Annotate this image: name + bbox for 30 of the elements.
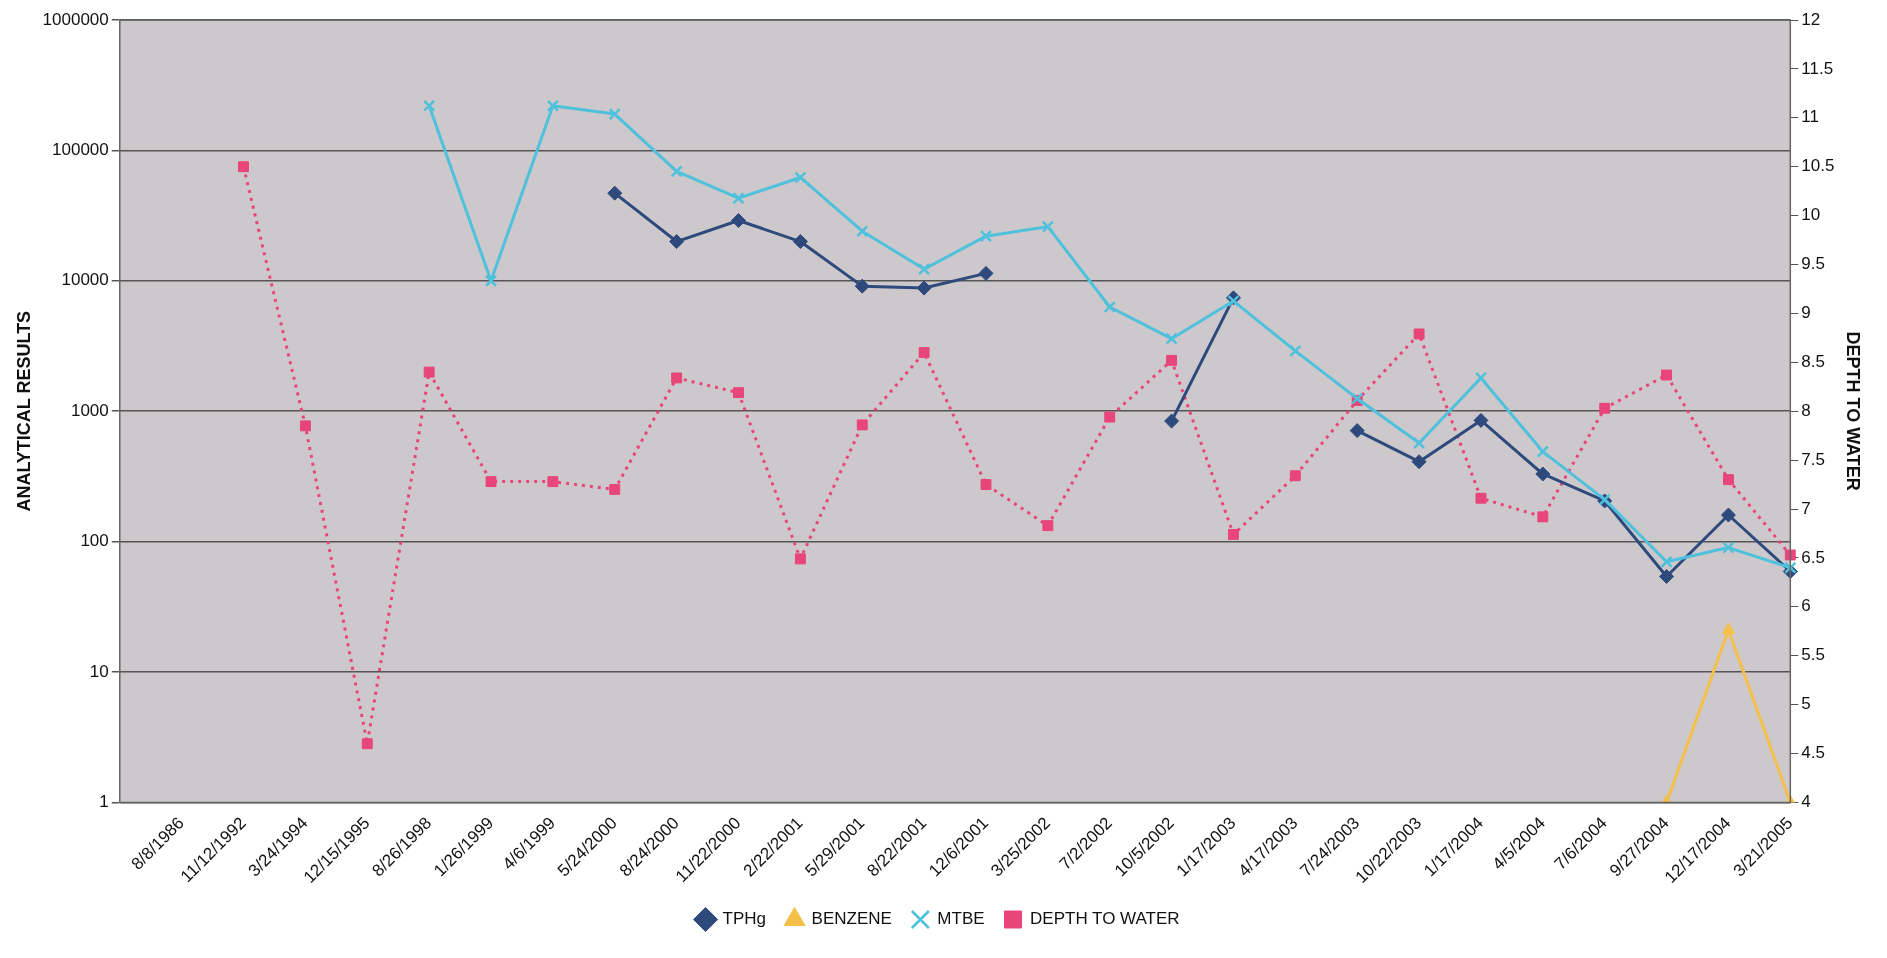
- legend-label: TPHg: [722, 909, 767, 929]
- y-tick-label: 100000: [52, 140, 109, 160]
- y2-tick-label: 11.5: [1801, 58, 1834, 78]
- y2-tick-label: 4: [1801, 792, 1811, 812]
- y2-tick-label: 12: [1801, 9, 1821, 29]
- y-tick-label: 1: [99, 792, 109, 812]
- y2-tick-label: 7: [1801, 498, 1811, 518]
- y-tick-label: 1000: [70, 400, 109, 420]
- y2-tick-label: 5: [1801, 694, 1811, 714]
- y2-tick-label: 6: [1801, 596, 1811, 616]
- y-tick-label: 1000000: [42, 9, 109, 29]
- legend-label: MTBE: [937, 909, 985, 929]
- legend-label: DEPTH TO WATER: [1030, 909, 1180, 929]
- y-axis-title: ANALYTICAL RESULTS: [13, 310, 34, 512]
- y2-tick-label: 10: [1801, 205, 1821, 225]
- y2-tick-label: 10.5: [1801, 156, 1835, 176]
- y2-tick-label: 9.5: [1801, 254, 1825, 274]
- y2-tick-label: 11: [1801, 107, 1819, 127]
- y2-tick-label: 4.5: [1801, 743, 1825, 763]
- y2-tick-label: 5.5: [1801, 645, 1825, 665]
- y2-tick-label: 7.5: [1801, 449, 1825, 469]
- y-tick-label: 10: [89, 661, 109, 681]
- y-tick-label: 100: [80, 531, 109, 551]
- y2-axis-title: DEPTH TO WATER: [1843, 331, 1864, 491]
- y2-tick-label: 8: [1801, 400, 1811, 420]
- legend-label: BENZENE: [811, 909, 892, 929]
- y2-tick-label: 9: [1801, 303, 1811, 323]
- y2-tick-label: 8.5: [1801, 351, 1825, 371]
- y-tick-label: 10000: [61, 270, 109, 290]
- y2-tick-label: 6.5: [1801, 547, 1825, 567]
